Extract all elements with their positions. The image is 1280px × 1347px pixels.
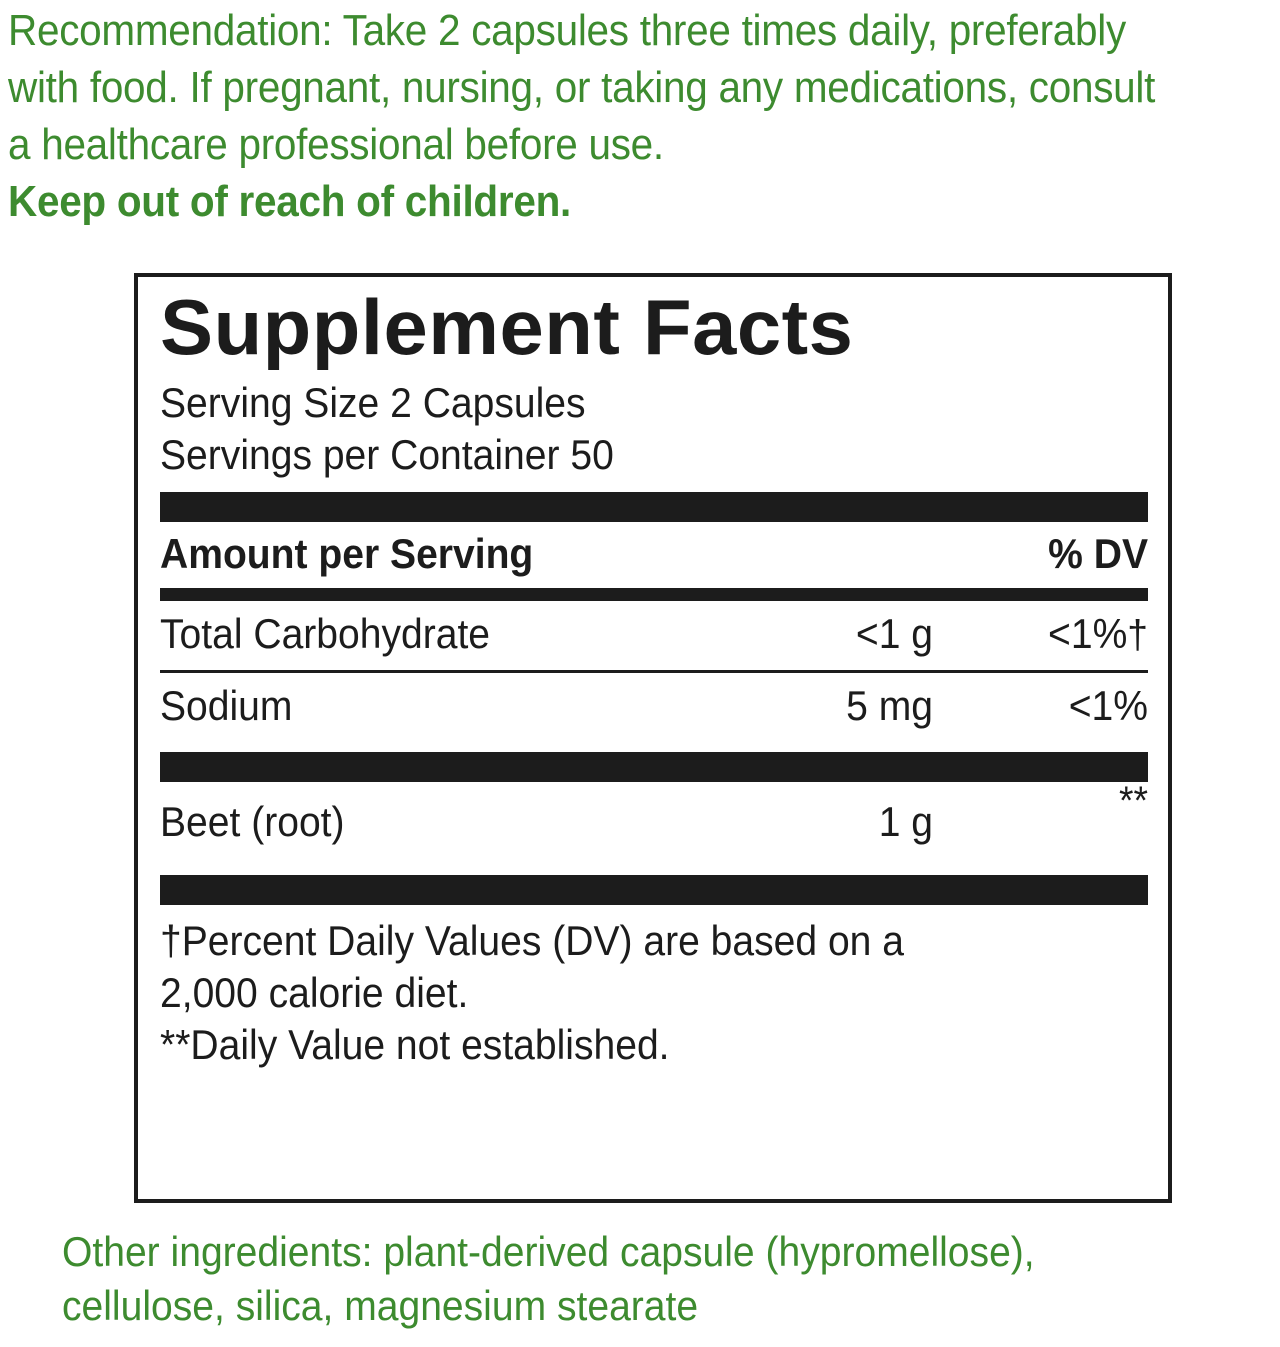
nutrient-dv-value: <1% — [1068, 682, 1148, 729]
nutrient-name: Sodium — [160, 682, 293, 729]
percent-dv-label: % DV — [1048, 530, 1148, 577]
table-row: Beet (root) 1 g ** — [160, 779, 1148, 864]
footnote-line: 2,000 calorie diet. — [160, 969, 469, 1016]
ingredient-amount: 1 g — [878, 798, 933, 845]
table-row: Sodium 5 mg <1% — [160, 673, 1148, 741]
nutrient-dv-value: <1% — [1048, 610, 1128, 657]
rule-under-header — [160, 588, 1148, 601]
recommendation-block: Recommendation: Take 2 capsules three ti… — [8, 2, 1178, 230]
other-ingredients-line: cellulose, silica, magnesium stearate — [62, 1282, 699, 1329]
supplement-facts-panel: Supplement Facts Serving Size 2 Capsules… — [134, 273, 1172, 1203]
rule-thick-top — [160, 492, 1148, 522]
serving-info: Serving Size 2 Capsules Servings per Con… — [160, 377, 1148, 481]
rule-thick-mid — [160, 752, 1148, 782]
nutrient-amount: <1 g — [855, 610, 933, 657]
serving-size-line: Serving Size 2 Capsules — [160, 379, 586, 426]
keep-out-of-reach-warning: Keep out of reach of children. — [8, 177, 572, 226]
rule-hairline — [160, 670, 1148, 673]
ingredient-dv: ** — [1119, 779, 1148, 823]
table-row: Total Carbohydrate <1 g <1%† — [160, 601, 1148, 670]
other-ingredients-line: Other ingredients: plant-derived capsule… — [62, 1228, 1035, 1275]
amount-per-serving-label: Amount per Serving — [160, 530, 534, 577]
footnote-line: **Daily Value not established. — [160, 1021, 670, 1068]
nutrient-amount: 5 mg — [846, 682, 933, 729]
recommendation-body: Take 2 capsules three times daily, prefe… — [8, 6, 1156, 169]
supplement-facts-content: Supplement Facts Serving Size 2 Capsules… — [160, 285, 1148, 1071]
rule-thick-bottom — [160, 875, 1148, 905]
ingredient-name: Beet (root) — [160, 798, 345, 845]
other-ingredients-block: Other ingredients: plant-derived capsule… — [62, 1225, 1195, 1333]
recommendation-label: Recommendation: — [8, 6, 333, 55]
footnotes-block: †Percent Daily Values (DV) are based on … — [160, 915, 1148, 1071]
dagger-icon: † — [1127, 613, 1148, 657]
nutrient-dv: <1%† — [948, 608, 1148, 661]
supplement-facts-title: Supplement Facts — [160, 283, 854, 371]
table-header-row: Amount per Serving % DV — [160, 522, 1148, 588]
nutrient-dv: <1% — [948, 680, 1148, 732]
footnote-line: †Percent Daily Values (DV) are based on … — [160, 917, 904, 964]
nutrient-name: Total Carbohydrate — [160, 610, 491, 657]
servings-per-container-line: Servings per Container 50 — [160, 431, 614, 478]
